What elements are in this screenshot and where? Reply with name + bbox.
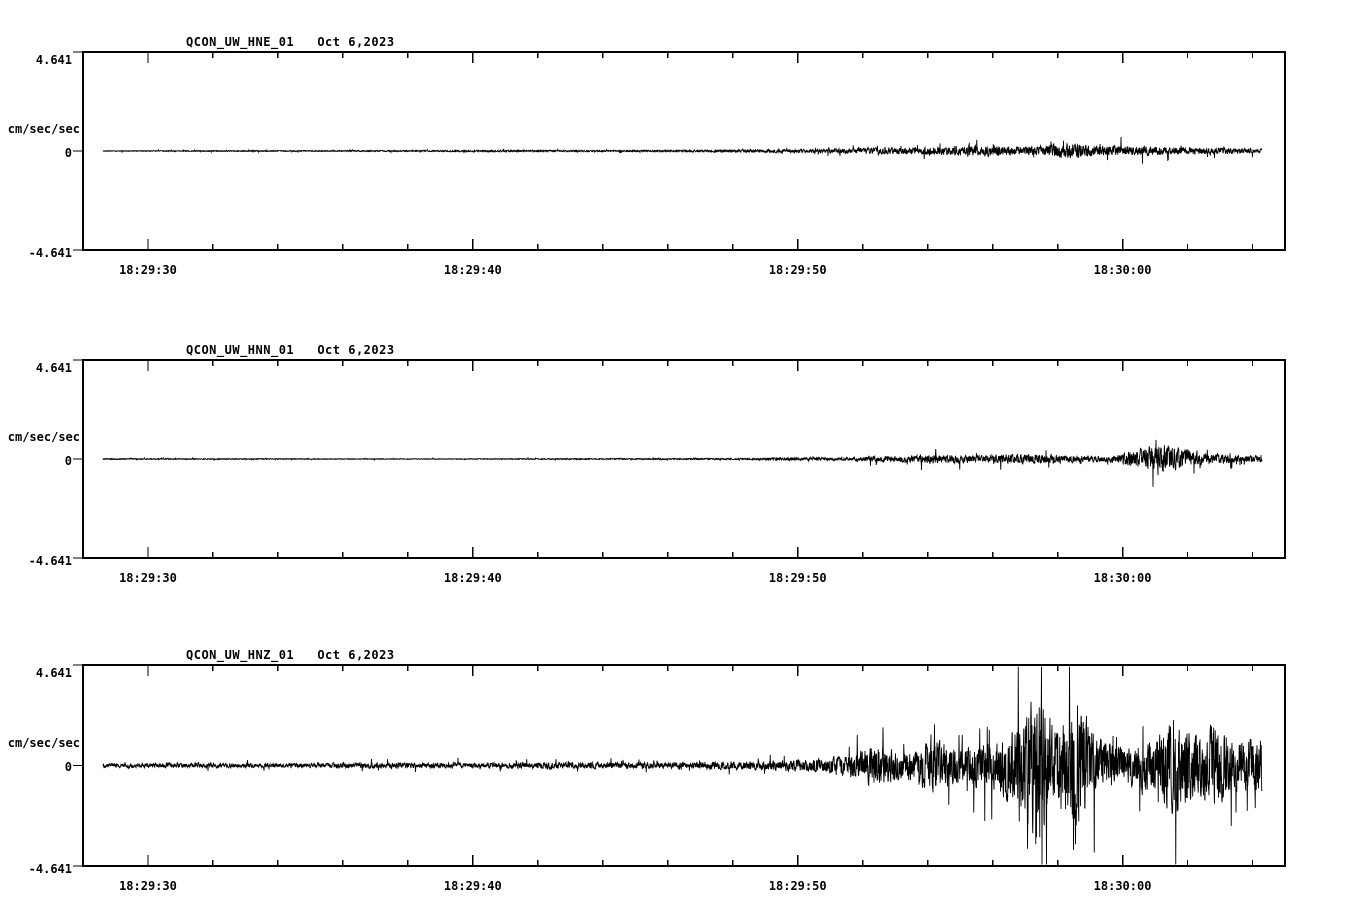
panel-title: QCON_UW_HNZ_01 Oct 6,2023 <box>186 648 395 662</box>
y-axis-min-label: -4.641 <box>28 554 72 568</box>
y-axis-min-label: -4.641 <box>28 246 72 260</box>
x-axis-tick-label: 18:29:50 <box>768 263 827 277</box>
waveform-trace <box>102 137 1263 164</box>
x-axis-tick-label: 18:29:40 <box>443 263 502 277</box>
plot-frame <box>82 359 1286 559</box>
plot-frame <box>82 51 1286 251</box>
panel-title: QCON_UW_HNE_01 Oct 6,2023 <box>186 35 395 49</box>
x-axis-tick-label: 18:29:50 <box>768 879 827 893</box>
y-axis-zero-label: 0 <box>64 454 72 468</box>
x-axis-tick-label: 18:30:00 <box>1093 571 1152 585</box>
x-axis-tick-label: 18:29:30 <box>119 263 177 277</box>
y-axis-min-label: -4.641 <box>28 862 72 876</box>
panel-title: QCON_UW_HNN_01 Oct 6,2023 <box>186 343 395 357</box>
y-axis-max-label: 4.641 <box>35 53 72 67</box>
y-axis-unit-label: cm/sec/sec <box>7 430 80 444</box>
x-axis-tick-label: 18:29:50 <box>768 571 827 585</box>
y-axis-unit-label: cm/sec/sec <box>7 736 80 750</box>
y-axis-max-label: 4.641 <box>35 666 72 680</box>
waveform-trace <box>102 666 1263 865</box>
x-axis-tick-label: 18:29:30 <box>119 879 177 893</box>
y-axis-zero-label: 0 <box>64 146 72 160</box>
x-axis-tick-label: 18:29:40 <box>443 571 502 585</box>
y-axis-max-label: 4.641 <box>35 361 72 375</box>
plot-frame <box>82 664 1286 867</box>
waveform-trace <box>102 439 1263 487</box>
x-axis-tick-label: 18:29:40 <box>443 879 502 893</box>
y-axis-zero-label: 0 <box>64 760 72 774</box>
x-axis-tick-label: 18:29:30 <box>119 571 177 585</box>
x-axis-tick-label: 18:30:00 <box>1093 879 1152 893</box>
x-axis-tick-label: 18:30:00 <box>1093 263 1152 277</box>
y-axis-unit-label: cm/sec/sec <box>7 122 80 136</box>
